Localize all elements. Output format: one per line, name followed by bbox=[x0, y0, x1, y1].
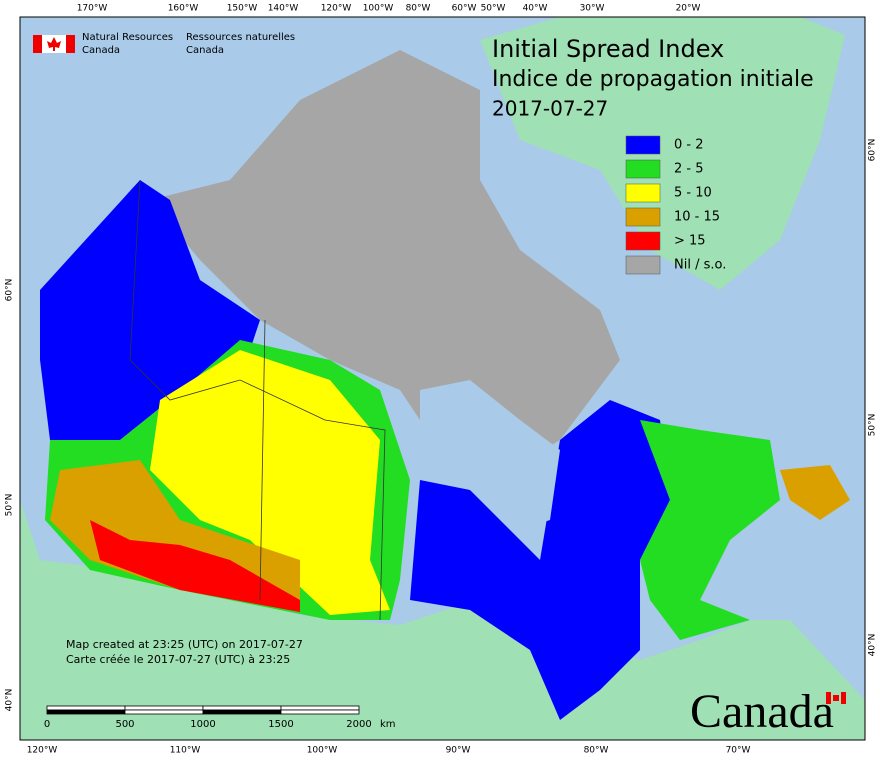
longitude-label: 80°W bbox=[584, 746, 609, 756]
boundary bbox=[259, 319, 266, 601]
legend-swatch bbox=[625, 135, 661, 155]
legend-swatch bbox=[625, 183, 661, 203]
longitude-label: 160°W bbox=[168, 4, 199, 14]
title-fr: Indice de propagation initiale bbox=[492, 67, 814, 92]
longitude-label: 150°W bbox=[227, 4, 258, 14]
longitude-label: 140°W bbox=[268, 4, 299, 14]
longitude-label: 100°W bbox=[363, 4, 394, 14]
arctic-no-data bbox=[150, 50, 620, 470]
org-en: Canada bbox=[82, 45, 120, 56]
latitude-label: 60°N bbox=[868, 139, 878, 162]
org-en: Natural Resources bbox=[82, 32, 173, 43]
legend-label: 10 - 15 bbox=[674, 210, 720, 225]
frame bbox=[19, 16, 866, 741]
longitude-label: 120°W bbox=[321, 4, 352, 14]
legend-label: 5 - 10 bbox=[674, 186, 712, 201]
legend-label: > 15 bbox=[674, 234, 706, 249]
latitude-label: 50°N bbox=[868, 414, 878, 437]
zone-red bbox=[90, 520, 300, 612]
land bbox=[20, 17, 865, 740]
scale-label: 0 bbox=[44, 719, 50, 730]
zone-green-east bbox=[640, 420, 780, 640]
longitude-label: 30°W bbox=[580, 4, 605, 14]
scale-segment bbox=[280, 709, 360, 715]
newfoundland bbox=[780, 465, 850, 520]
latitude-label: 50°N bbox=[5, 494, 15, 517]
greenland bbox=[480, 17, 845, 290]
flag-bar bbox=[33, 35, 42, 53]
created-en: Map created at 23:25 (UTC) on 2017-07-27 bbox=[66, 638, 303, 651]
wordmark-flag bbox=[826, 692, 846, 704]
legend-swatch bbox=[625, 255, 661, 275]
longitude-label: 80°W bbox=[406, 4, 431, 14]
scale-segment bbox=[202, 705, 282, 711]
boundary bbox=[129, 179, 386, 621]
scale-label: 500 bbox=[115, 719, 134, 730]
scale-segment bbox=[124, 709, 204, 715]
longitude-label: 70°W bbox=[726, 746, 751, 756]
legend-label: 0 - 2 bbox=[674, 138, 704, 153]
scale-segment bbox=[280, 705, 360, 711]
flag-bar bbox=[841, 692, 846, 704]
latitude-label: 40°N bbox=[868, 634, 878, 657]
legend-label: 2 - 5 bbox=[674, 162, 704, 177]
scale-segment bbox=[46, 709, 126, 715]
title-date: 2017-07-27 bbox=[492, 97, 608, 121]
scale-segment bbox=[46, 705, 126, 711]
flag-bar bbox=[66, 35, 75, 53]
org-fr: Ressources naturelles bbox=[186, 32, 295, 43]
wordmark: Canada bbox=[690, 685, 834, 738]
maple-leaf bbox=[47, 37, 61, 51]
scale-segment bbox=[202, 709, 282, 715]
longitude-label: 20°W bbox=[676, 4, 701, 14]
legend-swatch bbox=[625, 159, 661, 179]
legend-swatch bbox=[625, 207, 661, 227]
longitude-label: 90°W bbox=[446, 746, 471, 756]
longitude-label: 110°W bbox=[170, 746, 201, 756]
latitude-label: 60°N bbox=[5, 279, 15, 302]
hudson-bay bbox=[420, 380, 560, 530]
longitude-label: 40°W bbox=[523, 4, 548, 14]
flag-bar bbox=[826, 692, 831, 704]
scale-unit: km bbox=[380, 719, 396, 730]
scale-label: 2000 bbox=[346, 719, 371, 730]
scale-label: 1500 bbox=[268, 719, 293, 730]
longitude-label: 60°W bbox=[452, 4, 477, 14]
longitude-label: 100°W bbox=[307, 746, 338, 756]
scale-label: 1000 bbox=[190, 719, 215, 730]
maple-leaf bbox=[833, 695, 839, 701]
title: Initial Spread Index bbox=[492, 35, 724, 63]
longitude-label: 170°W bbox=[77, 4, 108, 14]
zone-blue-east bbox=[410, 400, 670, 720]
legend-label: Nil / s.o. bbox=[674, 258, 726, 273]
zone-yellow bbox=[150, 350, 390, 615]
nrcan-signature bbox=[33, 35, 75, 53]
longitude-label: 50°W bbox=[481, 4, 506, 14]
united-states bbox=[20, 500, 865, 740]
longitude-label: 120°W bbox=[27, 746, 58, 756]
created-fr: Carte créée le 2017-07-27 (UTC) à 23:25 bbox=[66, 653, 290, 666]
org-fr: Canada bbox=[186, 45, 224, 56]
latitude-label: 40°N bbox=[5, 689, 15, 712]
legend-swatch bbox=[625, 231, 661, 251]
scale-segment bbox=[124, 705, 204, 711]
